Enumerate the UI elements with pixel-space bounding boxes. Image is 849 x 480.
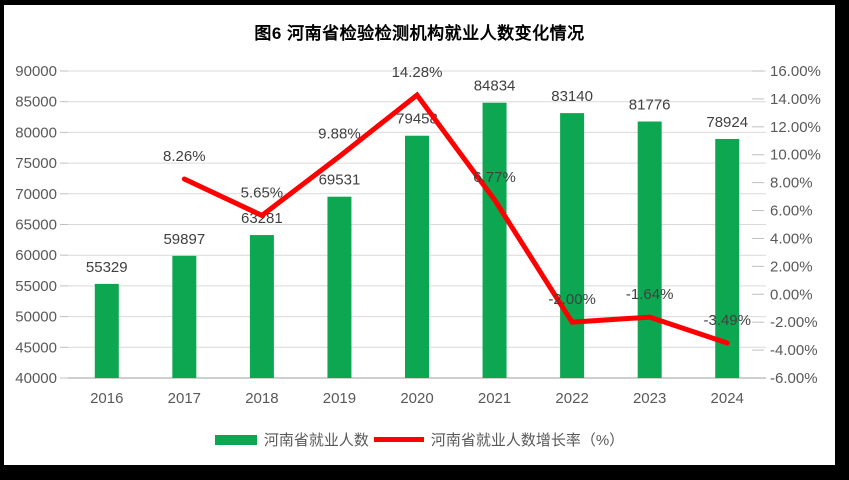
right-axis-tick-label: 6.00%	[770, 203, 813, 220]
year-label: 2023	[633, 390, 666, 407]
growth-value-label: 14.28%	[392, 64, 443, 81]
left-axis-tick-label: 50000	[15, 309, 57, 326]
bar-value-label: 69531	[319, 172, 361, 189]
legend-item-growth-rate: 河南省就业人数增长率（%）	[373, 429, 625, 450]
left-axis-tick-label: 85000	[15, 94, 57, 111]
right-axis-tick-label: 0.00%	[770, 286, 813, 303]
year-label: 2021	[478, 390, 511, 407]
bar-swatch-icon	[214, 434, 257, 445]
right-axis-tick-label: 12.00%	[770, 119, 821, 136]
legend-label-employment: 河南省就业人数	[263, 432, 369, 449]
bar-value-label: 63281	[241, 210, 283, 227]
right-axis-tick-label: 16.00%	[770, 63, 821, 80]
bar-value-label: 84834	[474, 78, 516, 95]
bar-2022	[560, 113, 585, 379]
year-label: 2016	[90, 390, 123, 407]
bar-value-label: 55329	[86, 259, 128, 276]
bar-value-label: 79458	[396, 111, 438, 128]
bar-2017	[172, 255, 197, 378]
growth-value-label: 6.77%	[473, 169, 516, 186]
left-axis-tick-label: 90000	[15, 63, 57, 80]
left-axis-tick-label: 75000	[15, 155, 57, 172]
right-axis-tick-label: 4.00%	[770, 230, 813, 247]
growth-value-label: 9.88%	[318, 125, 361, 142]
bar-value-label: 81776	[629, 96, 671, 113]
legend: 河南省就业人数 河南省就业人数增长率（%）	[4, 429, 835, 450]
year-label: 2024	[711, 390, 744, 407]
year-label: 2018	[245, 390, 278, 407]
growth-value-label: -2.00%	[548, 291, 596, 308]
bar-2023	[637, 121, 662, 378]
line-swatch-icon	[373, 437, 424, 442]
left-axis-tick-label: 80000	[15, 124, 57, 141]
growth-value-label: 8.26%	[163, 148, 206, 165]
bar-value-label: 78924	[706, 114, 748, 131]
left-axis-tick-label: 45000	[15, 339, 57, 356]
growth-value-label: 5.65%	[241, 184, 284, 201]
left-axis-tick-label: 40000	[15, 370, 57, 387]
year-label: 2017	[168, 390, 201, 407]
growth-value-label: -1.64%	[626, 286, 674, 303]
bar-2020	[405, 135, 429, 378]
bar-value-label: 83140	[551, 88, 593, 105]
right-axis-tick-label: -6.00%	[770, 370, 818, 387]
chart-title: 图6 河南省检验检测机构就业人数变化情况	[254, 24, 585, 43]
bar-2016	[94, 283, 119, 378]
year-label: 2020	[400, 390, 433, 407]
legend-label-growth-rate: 河南省就业人数增长率（%）	[430, 432, 625, 449]
left-axis-tick-label: 55000	[15, 278, 57, 295]
bar-value-label: 59897	[163, 231, 205, 248]
year-label: 2022	[555, 390, 588, 407]
bar-2021	[482, 102, 507, 378]
right-axis-tick-label: 8.00%	[770, 175, 813, 192]
left-axis-tick-label: 70000	[15, 186, 57, 203]
growth-rate-line	[181, 91, 730, 346]
bar-2018	[249, 235, 274, 378]
year-label: 2019	[323, 390, 356, 407]
right-axis-tick-label: 2.00%	[770, 258, 813, 275]
left-axis-tick-label: 60000	[15, 247, 57, 264]
left-axis-tick-label: 65000	[15, 217, 57, 234]
right-axis-tick-label: 14.00%	[770, 91, 821, 108]
right-axis-tick-label: 10.00%	[770, 147, 821, 164]
legend-item-employment: 河南省就业人数	[214, 429, 369, 450]
right-axis-tick-label: -2.00%	[770, 314, 818, 331]
right-axis-tick-label: -4.00%	[770, 342, 818, 359]
bar-2019	[327, 196, 352, 378]
growth-value-label: -3.49%	[703, 312, 751, 329]
